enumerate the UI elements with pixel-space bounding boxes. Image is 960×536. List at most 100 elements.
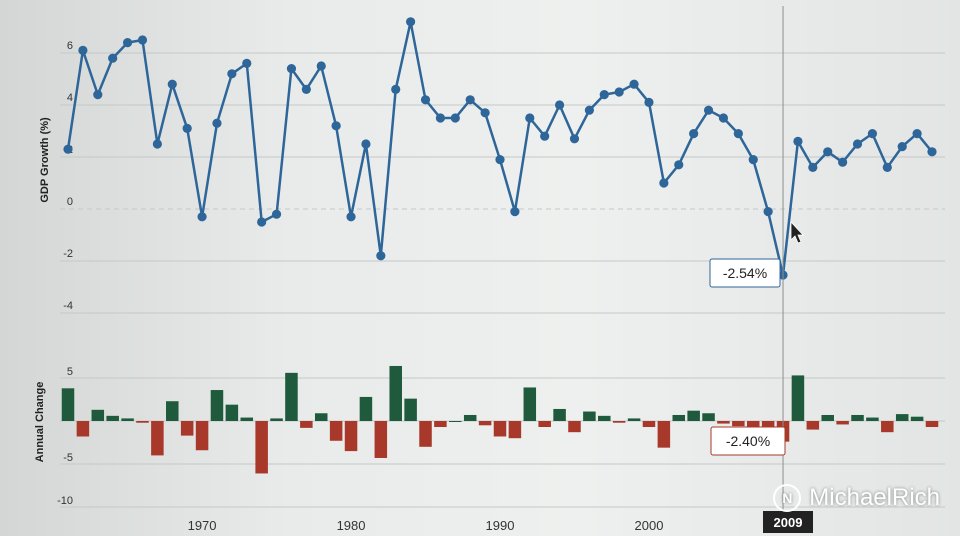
change-bar <box>895 414 909 421</box>
change-bar <box>583 411 596 421</box>
gdp-point <box>391 84 401 94</box>
gdp-point <box>286 64 297 74</box>
change-tooltip: -2.40% <box>710 426 786 456</box>
change-bar <box>285 372 298 421</box>
gdp-point <box>108 53 118 63</box>
change-bar <box>404 398 417 421</box>
gdp-point <box>703 105 714 115</box>
gdp-point <box>406 17 416 27</box>
gdp-point <box>301 84 311 94</box>
gdp-point <box>331 121 341 131</box>
gdp-growth-line <box>66 20 933 277</box>
x-tick-label: 1980 <box>337 518 366 533</box>
gdp-point <box>242 58 252 68</box>
gdp-point <box>525 113 535 123</box>
change-bar <box>553 408 566 421</box>
gdp-point <box>420 95 431 105</box>
gdp-tooltip: -2.54% <box>709 258 781 288</box>
gdp-point <box>480 108 490 118</box>
bottom-y-ticks: 50-5-10 <box>57 366 73 507</box>
gdp-point <box>614 87 624 97</box>
gdp-point <box>644 97 654 107</box>
gdp-point <box>540 131 550 141</box>
y-tick-label: 4 <box>67 92 73 104</box>
gdp-point <box>376 251 386 261</box>
change-bar <box>821 414 834 421</box>
top-y-axis-label: GDP Growth (%) <box>39 117 51 203</box>
change-bar <box>717 421 730 424</box>
gdp-point <box>197 212 207 222</box>
change-bar <box>478 421 492 426</box>
gdp-point <box>182 123 192 133</box>
change-bar <box>106 415 119 421</box>
change-bar <box>180 421 194 436</box>
change-bar <box>449 421 462 422</box>
change-bar <box>493 421 507 437</box>
change-bar <box>419 421 432 447</box>
gdp-point <box>495 155 505 165</box>
gdp-point <box>78 45 88 56</box>
gdp-point <box>599 90 609 100</box>
change-bar <box>642 421 656 428</box>
change-bar <box>881 421 894 433</box>
change-bar <box>91 409 105 421</box>
gdp-point <box>882 162 892 172</box>
watermark-text: MichaelRich <box>809 484 940 511</box>
x-tick-label: 1990 <box>486 518 515 533</box>
change-bar <box>255 421 268 474</box>
gdp-point <box>748 155 758 165</box>
change-bar <box>314 413 328 421</box>
gdp-point <box>63 144 73 154</box>
change-bar <box>434 421 447 428</box>
x-tick-label: 1970 <box>188 518 217 533</box>
change-bar <box>866 417 879 421</box>
watermark-logo-icon: N <box>773 484 802 512</box>
change-bar <box>672 414 686 421</box>
top-grid <box>60 52 945 314</box>
gdp-point <box>852 139 863 149</box>
change-bar <box>523 387 537 421</box>
change-bar <box>76 421 90 437</box>
gdp-point <box>584 105 594 115</box>
change-bar <box>61 388 75 421</box>
change-bar <box>702 413 715 421</box>
change-bar <box>910 416 924 421</box>
gdp-growth-points <box>63 17 937 280</box>
bottom-y-axis-label: Annual Change <box>34 382 46 463</box>
y-tick-label: -4 <box>63 300 73 312</box>
gdp-point <box>733 129 743 139</box>
change-bar <box>851 414 864 421</box>
gdp-point <box>450 113 460 123</box>
gdp-point <box>93 90 103 100</box>
change-bar <box>746 421 760 430</box>
gdp-point <box>897 142 907 152</box>
gdp-point <box>435 113 446 123</box>
gdp-point <box>823 147 833 157</box>
change-bar <box>344 421 358 452</box>
gdp-point <box>465 95 475 105</box>
change-bar <box>463 414 477 421</box>
gdp-point <box>838 157 848 167</box>
crosshair-x-label: 2009 <box>763 511 813 533</box>
gdp-point <box>912 129 922 139</box>
gdp-point <box>689 129 699 139</box>
change-bar <box>627 418 641 421</box>
top-y-ticks: 6420-2-4 <box>63 40 73 312</box>
change-bar <box>925 421 939 428</box>
y-tick-label: 5 <box>67 366 73 378</box>
gdp-point <box>257 217 267 227</box>
gdp-point <box>122 38 133 48</box>
change-bar <box>270 418 283 421</box>
gdp-point <box>927 147 937 157</box>
gdp-point <box>510 207 520 217</box>
change-bar <box>806 421 820 430</box>
gdp-point <box>808 162 818 172</box>
change-bar <box>836 421 849 425</box>
change-bar <box>151 421 164 456</box>
gdp-point <box>271 209 282 219</box>
x-tick-label: 2000 <box>635 518 664 533</box>
y-tick-label: -2 <box>63 248 73 260</box>
gdp-point <box>554 100 565 110</box>
annual-change-bars <box>61 365 939 474</box>
